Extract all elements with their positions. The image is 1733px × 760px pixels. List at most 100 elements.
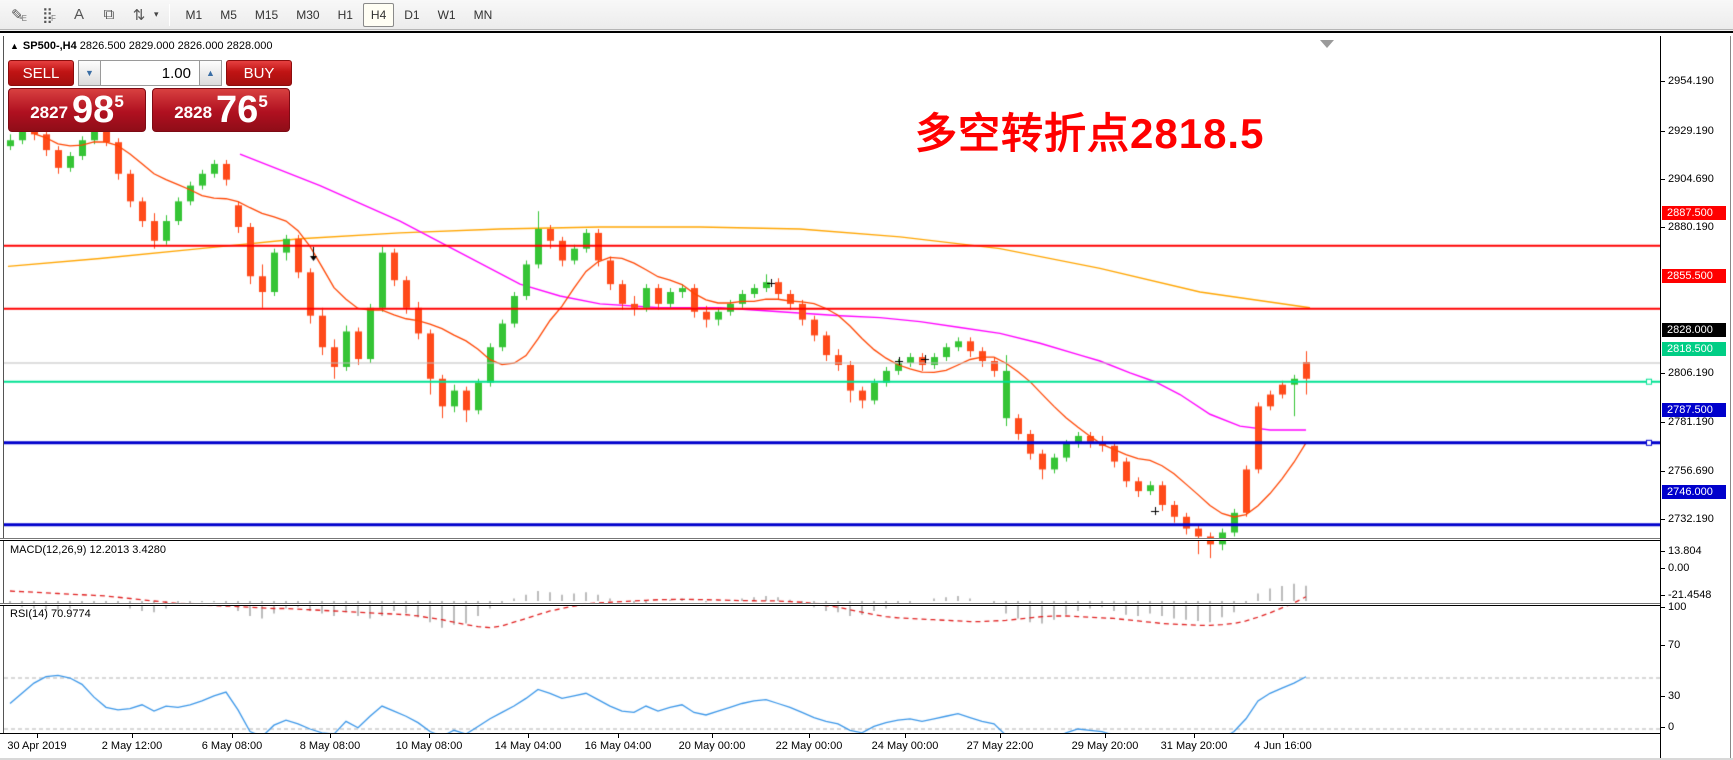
rsi-tick-label: 30: [1668, 690, 1681, 702]
time-tick-mark: [1283, 734, 1284, 738]
axis-tick-mark: [1661, 550, 1665, 552]
time-tick-label: 14 May 04:00: [494, 740, 562, 752]
price-axis[interactable]: 2954.190 2929.190 2904.690 2880.190 2806.190…: [1660, 36, 1730, 758]
bid-price-panel[interactable]: 2827 98 5: [8, 88, 146, 132]
rsi-tick-label: 100: [1668, 600, 1687, 613]
volume-input[interactable]: [101, 60, 199, 86]
axis-tick-mark: [1661, 727, 1665, 728]
text-tool-icon[interactable]: A: [73, 6, 84, 23]
fibonacci-grid-icon[interactable]: ⣿ F: [42, 6, 56, 24]
time-tick-mark: [232, 734, 233, 738]
price-badge-support-2787: 2787.500: [1662, 402, 1726, 417]
time-tick-label: 8 May 08:00: [299, 740, 361, 752]
time-axis[interactable]: 30 Apr 2019 2 May 12:00 6 May 08:00 8 May 0…: [0, 733, 1660, 758]
time-tick-label: 20 May 00:00: [678, 740, 746, 752]
price-tick-label: 2756.690: [1668, 464, 1714, 477]
axis-tick-mark: [1661, 470, 1665, 472]
price-tick-label: 2929.190: [1668, 124, 1714, 137]
axis-tick-mark: [1661, 227, 1665, 229]
axis-tick-mark: [1661, 518, 1665, 520]
volume-decrease-button[interactable]: ▼: [78, 60, 101, 86]
price-tick-label: 2904.690: [1668, 172, 1714, 185]
time-tick-mark: [528, 734, 529, 738]
ask-price-panel[interactable]: 2828 76 5: [152, 88, 290, 132]
buy-button[interactable]: BUY: [226, 60, 292, 86]
timeframe-button-m5[interactable]: M5: [220, 7, 237, 22]
timeframe-button-h1[interactable]: H1: [337, 7, 353, 22]
window-right-border: [1730, 36, 1731, 758]
time-tick-mark: [618, 734, 619, 738]
time-tick-mark: [330, 734, 331, 738]
macd-tick-label: 13.804: [1668, 544, 1702, 557]
price-tick-label: 2806.190: [1668, 366, 1714, 379]
time-tick-label: 4 Jun 16:00: [1254, 740, 1312, 752]
rsi-tick-label: 0: [1668, 721, 1675, 733]
price-chart-canvas[interactable]: [4, 69, 1660, 571]
ask-price-sup: 5: [258, 92, 268, 111]
macd-indicator-label: MACD(12,26,9) 12.2013 3.4280: [10, 544, 166, 556]
window-left-border: [3, 36, 4, 758]
time-tick-mark: [37, 734, 38, 738]
one-click-trade-panel: SELL ▼ ▲ BUY 2827 98 5 2828 76 5: [8, 60, 292, 132]
ohlc-values-label: 2826.500 2829.000 2826.000 2828.000: [79, 40, 273, 52]
time-tick-label: 30 Apr 2019: [7, 740, 67, 752]
price-tick-label: 2880.190: [1668, 221, 1714, 234]
time-tick-mark: [809, 734, 810, 738]
axis-tick-mark: [1661, 696, 1665, 697]
time-tick-label: 27 May 22:00: [966, 740, 1034, 752]
time-tick-label: 16 May 04:00: [584, 740, 652, 752]
price-badge-resistance-2855: 2855.500: [1662, 268, 1726, 283]
window-bottom-edge: [0, 758, 1733, 760]
price-tick-label: 2732.190: [1668, 512, 1714, 525]
chart-title: ▲ SP500-,H4 2826.500 2829.000 2826.000 28…: [10, 40, 273, 52]
timeframe-button-m15[interactable]: M15: [254, 7, 279, 22]
chart-window: [0, 31, 1733, 760]
arrows-tool-icon[interactable]: ⇅: [132, 6, 146, 24]
ask-price-big: 76: [216, 89, 259, 131]
toolbar: ✎ E ⣿ F A ⧉ ⇅ ▾ M1 M5 M15 M30 H1 H4 D1 W1 MN: [0, 0, 1733, 30]
axis-tick-mark: [1661, 594, 1665, 596]
axis-tick-mark: [1661, 422, 1665, 424]
pane-separator-rsi[interactable]: [0, 603, 1660, 606]
bid-price-prefix: 2827: [30, 103, 69, 122]
chevron-down-icon[interactable]: ▾: [154, 9, 159, 19]
time-tick-mark: [712, 734, 713, 738]
axis-tick-mark: [1661, 606, 1665, 608]
timeframe-button-m1[interactable]: M1: [185, 7, 203, 22]
time-tick-label: 31 May 20:00: [1160, 740, 1228, 752]
time-tick-label: 6 May 08:00: [201, 740, 263, 752]
timeframe-button-d1[interactable]: D1: [404, 7, 420, 22]
axis-tick-mark: [1661, 130, 1665, 132]
pivot-annotation-text: 多空转折点2818.5: [915, 110, 1265, 157]
label-tool-icon[interactable]: ⧉: [103, 6, 115, 23]
timeframe-button-mn[interactable]: MN: [473, 7, 493, 22]
bid-price-big: 98: [72, 89, 115, 131]
time-tick-mark: [905, 734, 906, 738]
price-badge-support-2746: 2746.000: [1662, 484, 1726, 499]
time-tick-label: 22 May 00:00: [775, 740, 843, 752]
axis-tick-mark: [1661, 178, 1665, 180]
one-click-trading-toggle[interactable]: ▲: [10, 41, 19, 51]
price-badge-current-price: 2828.000: [1662, 323, 1726, 337]
time-tick-mark: [1194, 734, 1195, 738]
ask-price-prefix: 2828: [174, 103, 213, 122]
timeframe-button-h4[interactable]: H4: [362, 2, 395, 27]
draw-style-icon[interactable]: ✎ E: [11, 6, 27, 24]
chart-shift-marker-icon[interactable]: [1320, 40, 1334, 48]
timeframe-button-w1[interactable]: W1: [437, 7, 456, 22]
timeframe-button-m30[interactable]: M30: [296, 7, 320, 22]
pane-separator-macd[interactable]: [0, 538, 1660, 541]
time-tick-label: 10 May 08:00: [395, 740, 463, 752]
axis-tick-mark: [1661, 81, 1665, 83]
time-tick-mark: [1000, 734, 1001, 738]
sell-button[interactable]: SELL: [8, 60, 74, 86]
time-tick-mark: [132, 734, 133, 738]
timeframe-buttons-group: M1 M5 M15 M30 H1 H4 D1 W1 MN: [178, 2, 503, 27]
volume-increase-button[interactable]: ▲: [199, 60, 222, 86]
macd-tick-label: 0.00: [1668, 562, 1690, 574]
time-tick-mark: [429, 734, 430, 738]
axis-tick-mark: [1661, 372, 1665, 374]
price-badge-pivot-2818: 2818.500: [1662, 341, 1726, 356]
toolbar-divider: [168, 3, 170, 26]
